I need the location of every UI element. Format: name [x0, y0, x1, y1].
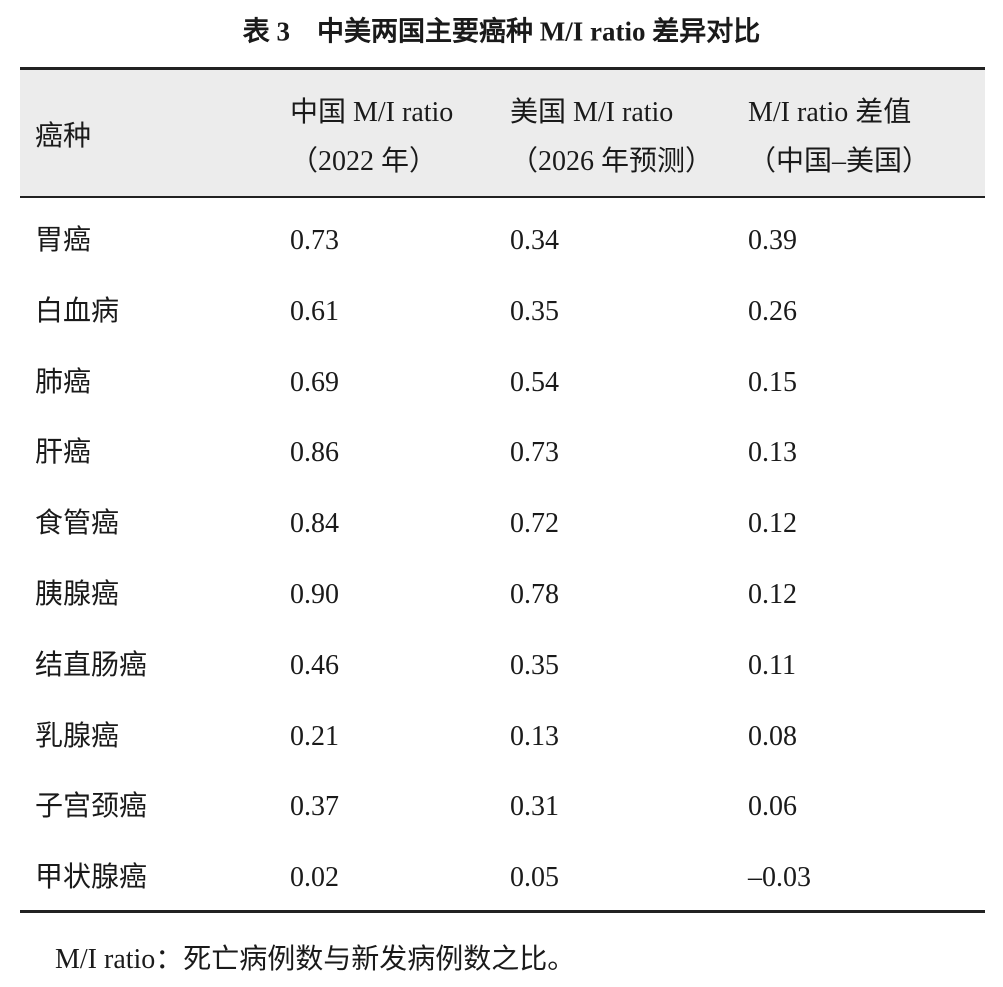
row-label: 胃癌 [35, 225, 92, 256]
cell: 0.08 [748, 720, 797, 752]
cell: 0.15 [748, 366, 797, 398]
row-label: 结直肠癌 [35, 649, 148, 681]
table-title: 表 3 中美两国主要癌种 M/I ratio 差异对比 [242, 16, 761, 47]
cell: 0.12 [748, 579, 797, 610]
header-cell: （中国–美国） [748, 146, 931, 177]
row-label: 肝癌 [35, 437, 92, 469]
cell: 0.26 [748, 295, 797, 327]
cell: 0.13 [510, 720, 559, 752]
cell: 0.46 [290, 649, 339, 681]
cell: 0.35 [510, 295, 559, 327]
row-label: 胰腺癌 [35, 579, 120, 610]
cell: 0.11 [748, 649, 796, 681]
cell: 0.39 [748, 225, 797, 256]
cell: 0.84 [290, 508, 339, 540]
cell: 0.78 [510, 579, 559, 610]
row-label: 甲状腺癌 [35, 862, 148, 894]
top-rule [20, 67, 985, 70]
header-cell: M/I ratio 差值 [748, 97, 912, 128]
row-label: 乳腺癌 [35, 720, 120, 752]
cell: 0.31 [510, 791, 559, 823]
cell: 0.72 [510, 508, 559, 540]
cell: 0.02 [290, 862, 339, 894]
cell: 0.54 [510, 366, 559, 398]
cell: 0.90 [290, 579, 339, 610]
cell: 0.73 [290, 225, 339, 256]
header-cell: （2026 年预测） [510, 146, 714, 177]
header-rule [20, 196, 985, 198]
cell: 0.06 [748, 791, 797, 823]
header-cell: 中国 M/I ratio [290, 97, 454, 128]
row-label: 肺癌 [35, 366, 92, 398]
row-label: 白血病 [35, 295, 120, 327]
cell: 0.13 [748, 437, 797, 469]
cell: 0.35 [510, 649, 559, 681]
cell: 0.86 [290, 437, 339, 469]
cell: 0.61 [290, 295, 339, 327]
header-background [20, 68, 985, 197]
cell: 0.21 [290, 720, 339, 752]
cell: 0.34 [510, 225, 559, 256]
footnote: M/I ratio：死亡病例数与新发病例数之比。 [55, 944, 576, 975]
cell: 0.37 [290, 791, 339, 823]
header-cell: 美国 M/I ratio [510, 97, 674, 128]
cell: 0.12 [748, 508, 797, 540]
bottom-rule [20, 910, 985, 913]
cell: 0.05 [510, 862, 559, 894]
cell: –0.03 [748, 862, 811, 894]
cell: 0.73 [510, 437, 559, 469]
header-cell: 癌种 [35, 121, 92, 152]
header-cell: （2022 年） [290, 146, 438, 177]
row-label: 子宫颈癌 [35, 791, 148, 823]
cell: 0.69 [290, 366, 339, 398]
row-label: 食管癌 [35, 508, 120, 540]
